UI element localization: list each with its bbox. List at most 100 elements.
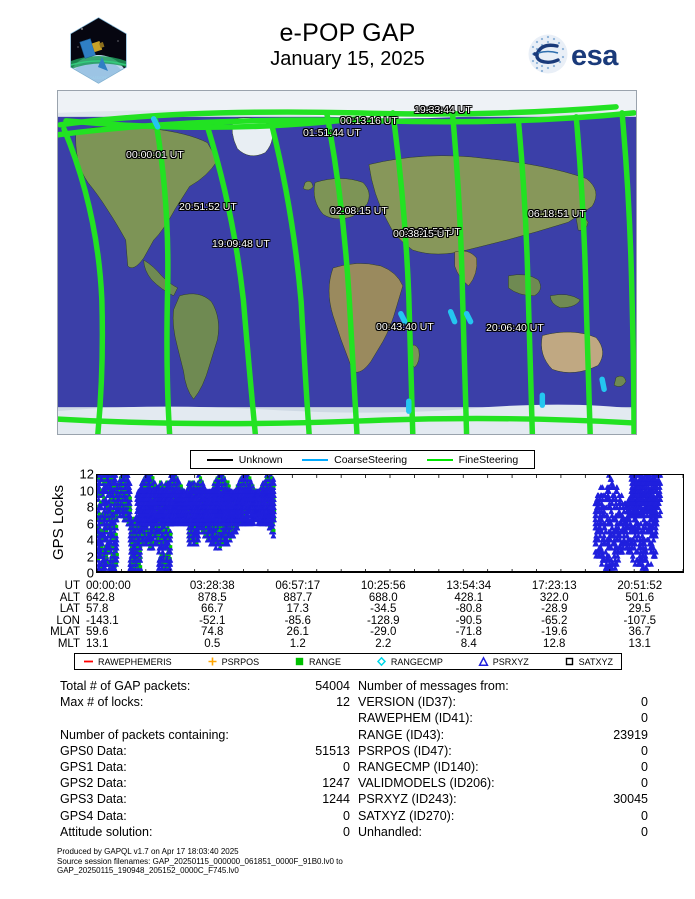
stat-label: VERSION (ID37): (358, 695, 456, 710)
ephemeris-cell: 322.0 (539, 591, 569, 604)
ephemeris-cell: 57.8 (86, 603, 109, 616)
legend-item-coarsesteering: CoarseSteering (302, 454, 407, 466)
stat-row: RAWEPHEM (ID41): 0 (358, 711, 648, 727)
y-tick-label: 12 (79, 466, 94, 482)
ephemeris-cell: -80.8 (455, 603, 482, 616)
ephemeris-cell: -52.1 (199, 614, 226, 627)
ephemeris-cell: 13.1 (628, 637, 651, 650)
ephemeris-cell: -107.5 (623, 614, 657, 627)
stat-label: PSRXYZ (ID243): (358, 792, 457, 807)
stat-label: GPS3 Data: (60, 792, 127, 807)
y-axis-title: GPS Locks (50, 484, 68, 561)
stat-value: 1247 (322, 776, 350, 791)
stat-row: GPS2 Data: 1247 (60, 776, 350, 792)
cassiope-mission-patch-icon: CASSIOPE (70, 17, 127, 84)
y-tick-label: 6 (86, 516, 94, 531)
stat-row: GPS3 Data: 1244 (60, 792, 350, 808)
max-locks-row: Max # of locks: 12 (60, 695, 350, 711)
stat-value: 1244 (322, 792, 350, 807)
ephemeris-row-key: MLAT (50, 626, 80, 639)
message-counts-panel: Number of messages from: VERSION (ID37):… (358, 679, 648, 841)
message-legend-label: PSRPOS (221, 656, 260, 667)
ephemeris-row: ALT 642.8 878.5 887.7 688.0 428.1 322.0 501.6 (44, 591, 684, 605)
svg-text:CASSIOPE: CASSIOPE (90, 76, 108, 80)
stat-label: Attitude solution: (60, 824, 153, 839)
ephemeris-cell: 36.7 (628, 626, 651, 639)
max-locks-value: 12 (336, 695, 350, 710)
spacer (60, 711, 350, 727)
stat-label: GPS2 Data: (60, 776, 127, 791)
stat-label: SATXYZ (ID270): (358, 808, 455, 823)
message-legend-item-range: RANGE (294, 656, 341, 667)
total-packets-row: Total # of GAP packets: 54004 (60, 679, 350, 695)
message-legend-item-psrxyz: PSRXYZ (478, 656, 529, 667)
y-tick-label: 10 (79, 483, 94, 498)
diamond-marker-icon (376, 656, 387, 667)
stat-value: 30045 (613, 792, 648, 807)
square-marker-icon (564, 656, 575, 667)
ephemeris-cell: 29.5 (628, 603, 651, 616)
ephemeris-cell: 17.3 (286, 603, 309, 616)
stat-row: RANGECMP (ID140): 0 (358, 760, 648, 776)
ephemeris-row: MLT 13.1 0.5 1.2 2.2 8.4 12.8 13.1 (44, 637, 684, 651)
stat-value: 0 (641, 776, 648, 791)
stat-row: SATXYZ (ID270): 0 (358, 809, 648, 825)
title-block: e-POP GAP January 15, 2025 (0, 20, 695, 72)
ephemeris-cell: 20:51:52 (617, 580, 663, 592)
legend-item-unknown: Unknown (206, 453, 283, 466)
esa-logo-icon: esa (528, 34, 620, 74)
stat-label: RANGE (ID43): (358, 727, 445, 742)
triangle-marker-icon (478, 656, 489, 667)
stat-row: PSRXYZ (ID243): 30045 (358, 792, 648, 808)
ephemeris-cell: 1.2 (289, 637, 306, 650)
legend-item-finesteering: FineSteering (426, 453, 519, 466)
packet-statistics-panel: Total # of GAP packets: 54004 Max # of l… (60, 679, 350, 841)
message-legend-item-rangecmp: RANGECMP (376, 656, 443, 667)
stat-label: GPS0 Data: (60, 743, 127, 758)
stat-label: GPS4 Data: (60, 808, 127, 823)
legend-label: CoarseSteering (334, 453, 408, 466)
ephemeris-cell: 06:57:17 (275, 580, 321, 592)
finesteering-line-swatch (426, 458, 453, 461)
message-legend-item-satxyz: SATXYZ (564, 656, 613, 667)
y-tick-label: 0 (86, 565, 94, 581)
ephemeris-cell: 688.0 (368, 591, 398, 604)
ephemeris-cell: 878.5 (197, 591, 227, 604)
y-tick-label: 2 (86, 549, 94, 564)
stat-value: 0 (641, 824, 648, 839)
stat-value: 0 (343, 824, 350, 839)
ephemeris-row: UT 00:00:00 03:28:38 06:57:17 10:25:56 13:54:… (44, 580, 684, 593)
stat-value: 0 (343, 759, 350, 774)
stat-label: GPS1 Data: (60, 759, 127, 774)
ephemeris-row: MLAT 59.6 74.8 26.1 -29.0 -71.8 -19.6 36.7 (44, 627, 684, 639)
message-legend-item-psrpos: PSRPOS (207, 656, 260, 667)
dash-marker-icon (83, 656, 94, 667)
ephemeris-cell: 428.1 (454, 591, 484, 604)
ephemeris-cell: 2.2 (375, 637, 392, 650)
footer-line-source-1: Source session filenames: GAP_20250115_0… (57, 856, 343, 866)
esa-wordmark: esa (571, 40, 619, 72)
stat-value: 23919 (613, 727, 648, 742)
ephemeris-cell: 74.8 (201, 626, 224, 639)
stat-value: 0 (641, 759, 648, 774)
gps-locks-scatter (97, 475, 683, 572)
ephemeris-row-key: LON (56, 614, 80, 627)
footer-line-producer: Produced by GAPQL v1.7 on Apr 17 18:03:4… (57, 847, 239, 856)
ephemeris-cell: 501.6 (625, 591, 655, 604)
legend-label: Unknown (238, 453, 283, 466)
ephemeris-cell: 13:54:34 (446, 580, 492, 592)
message-legend-label: RANGE (308, 656, 341, 667)
ephemeris-cell: 13.1 (86, 637, 109, 650)
ephemeris-cell: -34.5 (370, 603, 397, 616)
unknown-line-swatch (206, 458, 233, 461)
ephemeris-table: UT 00:00:00 03:28:38 06:57:17 10:25:56 13:54:… (44, 580, 684, 651)
stat-value: 0 (641, 808, 648, 823)
stat-row: Unhandled: 0 (358, 825, 648, 841)
gps-locks-plot (96, 474, 684, 573)
legend-label: FineSteering (458, 453, 519, 466)
message-legend-label: PSRXYZ (492, 656, 529, 667)
ephemeris-cell: -85.6 (284, 614, 311, 627)
ephemeris-row-key: MLT (57, 637, 80, 650)
ephemeris-cell: 12.8 (543, 637, 566, 650)
stat-value: 0 (641, 695, 648, 710)
